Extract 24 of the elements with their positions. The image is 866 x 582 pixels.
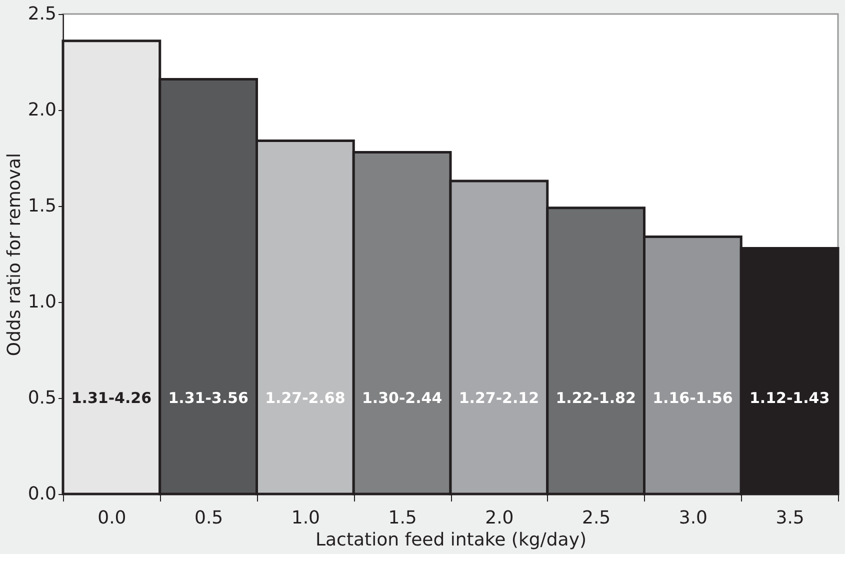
- data-label: 1.31-3.56: [168, 389, 248, 407]
- y-tick-label: 1.5: [28, 196, 56, 216]
- data-label: 1.16-1.56: [652, 389, 733, 407]
- x-tick-label: 1.0: [291, 508, 320, 528]
- x-tick-label: 3.5: [776, 508, 804, 528]
- y-tick-label: 0.0: [28, 484, 56, 504]
- x-tick-label: 3.0: [678, 508, 708, 528]
- x-tick-label: 1.5: [388, 508, 417, 528]
- data-label: 1.27-2.12: [458, 389, 540, 407]
- y-tick-label: 1.0: [28, 292, 56, 312]
- data-label: 1.30-2.44: [362, 389, 442, 407]
- x-axis-title: Lactation feed intake (kg/day): [315, 530, 587, 550]
- x-tick-label: 2.5: [582, 508, 611, 528]
- y-axis-title: Odds ratio for removal: [4, 152, 25, 356]
- x-tick-label: 2.0: [485, 508, 514, 528]
- x-tick-label: 0.5: [194, 508, 224, 528]
- data-label: 1.12-1.43: [749, 389, 830, 407]
- y-tick-label: 0.5: [28, 388, 56, 408]
- data-label: 1.22-1.82: [556, 389, 636, 407]
- x-tick-label: 0.0: [98, 508, 126, 528]
- data-label: 1.31-4.26: [71, 389, 152, 407]
- data-label: 1.27-2.68: [265, 389, 346, 407]
- y-tick-label: 2.0: [28, 100, 56, 120]
- y-tick-label: 2.5: [28, 4, 56, 24]
